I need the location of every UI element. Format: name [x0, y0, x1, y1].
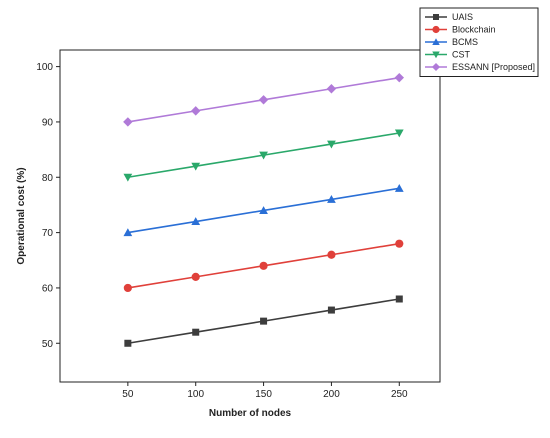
- data-point: [123, 283, 132, 293]
- legend-swatch-marker: [432, 25, 440, 34]
- data-point: [259, 151, 268, 160]
- data-point: [394, 183, 404, 192]
- x-tick-label: 100: [187, 389, 204, 400]
- data-point: [123, 173, 133, 182]
- data-point: [327, 195, 336, 203]
- data-point: [394, 129, 404, 138]
- legend-label: CST: [452, 50, 471, 60]
- y-tick-label: 100: [36, 62, 53, 73]
- legend-label: BCMS: [452, 37, 478, 47]
- data-point: [327, 250, 336, 259]
- legend-label: Blockchain: [452, 25, 496, 35]
- y-axis: 50 60 70 80 90 100: [36, 62, 60, 350]
- x-axis-title: Number of nodes: [209, 408, 292, 419]
- data-point: [327, 306, 335, 314]
- legend-swatch-marker: [433, 14, 439, 20]
- legend-item: ESSANN [Proposed]: [425, 62, 535, 72]
- data-point: [259, 261, 268, 270]
- legend-item: CST: [425, 50, 471, 60]
- data-point: [395, 239, 404, 248]
- series-2: [123, 183, 404, 237]
- y-tick-label: 90: [42, 117, 54, 128]
- data-point: [395, 295, 403, 303]
- series-4: [123, 72, 405, 127]
- plot-frame: [59, 49, 441, 383]
- legend: UAIS Blockchain BCMS CST ESSANN [Proposed]: [419, 7, 539, 77]
- data-point: [190, 106, 201, 116]
- x-tick-label: 200: [323, 389, 340, 400]
- data-point: [326, 84, 337, 94]
- data-point: [124, 339, 132, 347]
- x-tick-label: 250: [391, 389, 408, 400]
- data-point: [260, 317, 268, 325]
- data-point: [123, 117, 133, 127]
- y-tick-label: 60: [42, 283, 54, 294]
- legend-item: Blockchain: [425, 25, 496, 35]
- legend-label: UAIS: [452, 12, 473, 22]
- legend-swatch-marker: [432, 38, 440, 45]
- data-point: [191, 217, 201, 226]
- legend-swatch-marker: [432, 51, 440, 59]
- legend-item: UAIS: [425, 12, 473, 22]
- y-tick-label: 80: [42, 173, 54, 184]
- data-point: [191, 272, 200, 281]
- legend-item: BCMS: [425, 37, 478, 47]
- y-tick-label: 70: [42, 228, 54, 239]
- series-layer: [123, 72, 405, 347]
- data-point: [327, 140, 336, 149]
- x-axis: 50 100 150 200 250: [122, 382, 408, 400]
- series-3: [123, 129, 404, 182]
- data-point: [192, 328, 200, 336]
- y-tick-label: 50: [42, 339, 54, 350]
- legend-label: ESSANN [Proposed]: [452, 62, 535, 72]
- data-point: [258, 95, 269, 105]
- y-axis-title: Operational cost (%): [16, 167, 27, 264]
- series-1: [123, 239, 404, 293]
- plot-border: [59, 49, 441, 383]
- data-point: [394, 72, 405, 83]
- data-point: [123, 228, 133, 237]
- data-point: [191, 162, 201, 171]
- data-point: [259, 206, 268, 214]
- x-tick-label: 150: [255, 389, 272, 400]
- legend-swatch-marker: [431, 62, 441, 72]
- x-tick-label: 50: [122, 389, 134, 400]
- series-0: [124, 295, 403, 347]
